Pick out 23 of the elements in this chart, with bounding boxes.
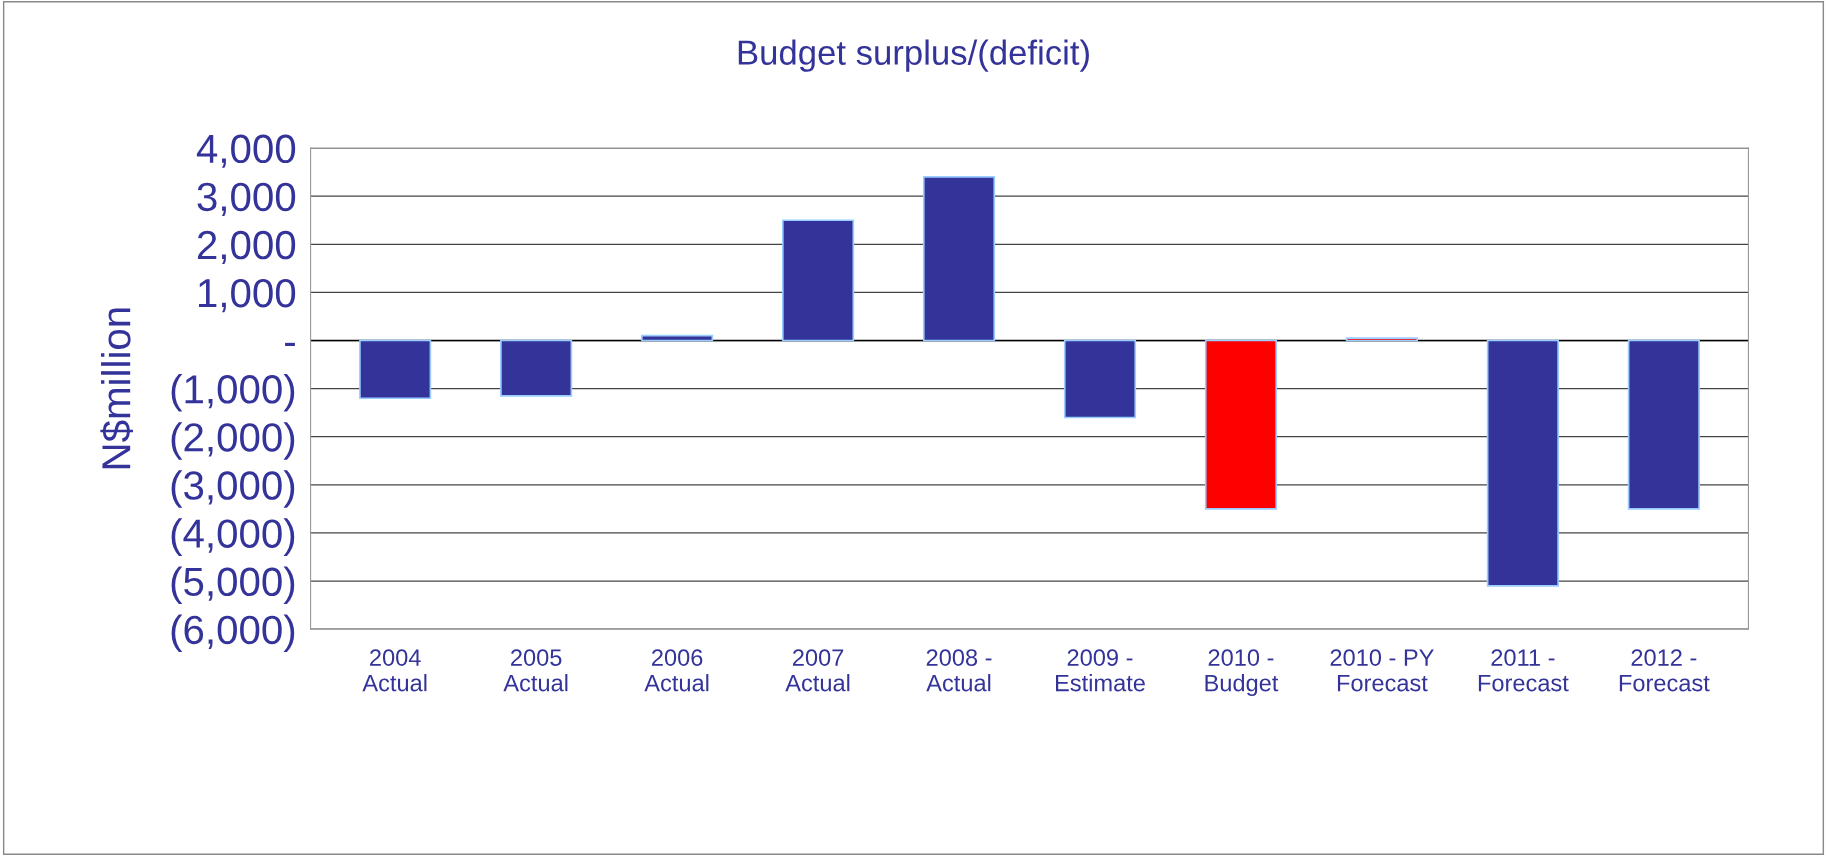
y-tick-label: (2,000) [171, 422, 295, 460]
y-tick-label: 4,000 [196, 134, 296, 168]
x-tick-label: 2008 - Actual [926, 649, 992, 692]
y-tick-label: 2,000 [197, 230, 296, 265]
y-tick-label: (3,000) [171, 470, 295, 508]
y-tick-label: (6,000) [171, 614, 295, 653]
x-tick-label: 2011 - Forecast [1478, 649, 1569, 692]
y-axis-title: N$million [100, 308, 133, 469]
x-tick-label: 2004 Actual [362, 649, 427, 692]
x-tick-label: 2010 - PY Forecast [1330, 649, 1434, 692]
x-tick-label: 2007 Actual [785, 649, 850, 692]
chart-title: Budget surplus/(deficit) [738, 39, 1089, 72]
y-tick-label: - [285, 342, 295, 346]
y-tick-label: (4,000) [171, 518, 295, 556]
y-tick-label: (1,000) [171, 374, 295, 412]
x-tick-label: 2010 - Budget [1205, 649, 1279, 697]
x-tick-label: 2012 - Forecast [1619, 649, 1710, 692]
x-tick-label: 2006 Actual [644, 649, 709, 692]
x-tick-label: 2009 - Estimate [1056, 649, 1145, 692]
y-tick-label: 3,000 [197, 182, 296, 216]
y-tick-label: 1,000 [198, 278, 296, 313]
y-tick-label: (5,000) [171, 566, 295, 604]
x-tick-label: 2005 Actual [503, 649, 568, 692]
